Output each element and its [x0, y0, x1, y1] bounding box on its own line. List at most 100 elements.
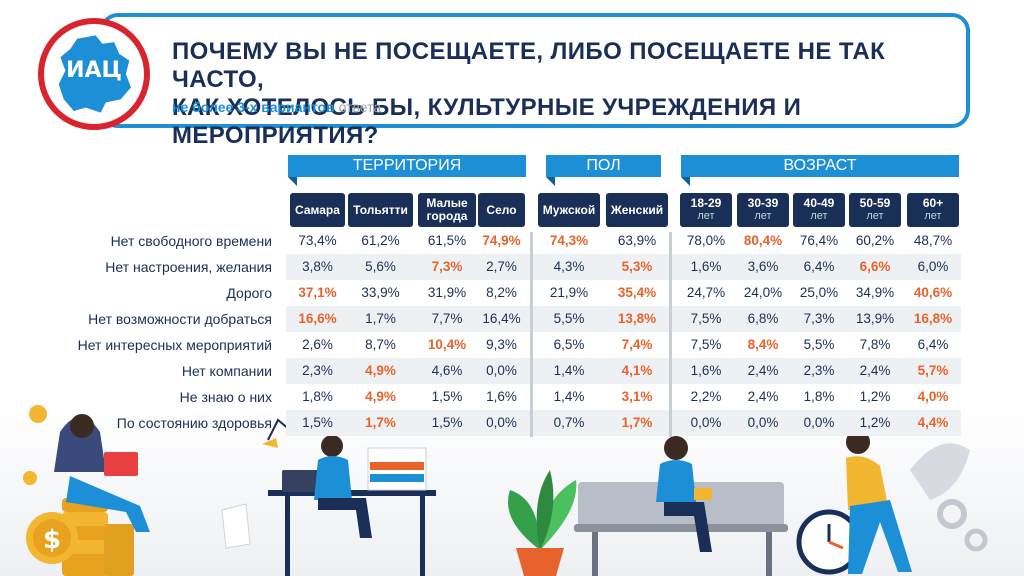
table-cell: 1,2%: [859, 415, 891, 430]
group-header-fold: [288, 177, 297, 186]
page-title: ПОЧЕМУ ВЫ НЕ ПОСЕЩАЕТЕ, ЛИБО ПОСЕЩАЕТЕ Н…: [172, 38, 952, 150]
table-cell: 10,4%: [427, 337, 467, 352]
table-row: Не знаю о них 1,8% 4,9% 1,5% 1,6% 1,4% 3,1% 2,2…: [0, 384, 1024, 410]
table-cell: 8,2%: [486, 285, 517, 300]
column-header-label: 18-29: [690, 196, 722, 210]
table-cell: 7,5%: [690, 311, 722, 326]
table-cell: 7,3%: [803, 311, 835, 326]
table-cell: 0,0%: [486, 363, 517, 378]
row-label: Не знаю о них: [179, 389, 272, 405]
table-cell: 2,3%: [803, 363, 835, 378]
row-label: Нет компании: [181, 363, 272, 379]
table-cell: 31,9%: [427, 285, 467, 300]
column-header-7: 30-39 лет: [737, 193, 789, 227]
column-header-2: Малые города: [418, 193, 476, 227]
table-cell: 4,4%: [917, 415, 949, 430]
table-cell: 2,2%: [690, 389, 722, 404]
table-cell: 0,0%: [803, 415, 835, 430]
table-row: Нет свободного времени 73,4% 61,2% 61,5% 74,…: [0, 228, 1024, 254]
bench-illustration: [574, 436, 788, 576]
table-cell: 2,4%: [747, 389, 779, 404]
group-header-1: ПОЛ: [546, 155, 661, 186]
group-header-label: ВОЗРАСТ: [783, 157, 857, 174]
logo: ИАЦ: [38, 18, 150, 130]
column-header-label: Тольятти: [353, 202, 408, 217]
table-cell: 24,0%: [743, 285, 783, 300]
table-cell: 0,0%: [690, 415, 722, 430]
group-header-0: ТЕРРИТОРИЯ: [288, 155, 526, 186]
subtitle: не более 3-х вариантов ответа: [172, 99, 381, 115]
column-header-line2: города: [426, 209, 468, 223]
title-line-1: ПОЧЕМУ ВЫ НЕ ПОСЕЩАЕТЕ, ЛИБО ПОСЕЩАЕТЕ Н…: [172, 38, 886, 93]
table-cell: 1,2%: [859, 389, 891, 404]
table-cell: 1,6%: [486, 389, 517, 404]
table-cell: 1,6%: [690, 363, 722, 378]
table-cell: 2,6%: [302, 337, 333, 352]
plant-illustration: [508, 470, 577, 576]
subtitle-bold: не более 3-х вариантов: [172, 99, 335, 115]
table-cell: 61,5%: [427, 233, 467, 248]
table-cell: 3,6%: [747, 259, 779, 274]
table-cell: 1,4%: [553, 389, 585, 404]
table-cell: 16,8%: [913, 311, 953, 326]
column-header-label: Село: [486, 202, 517, 217]
column-header-label: Женский: [610, 202, 664, 217]
table-cell: 1,8%: [803, 389, 835, 404]
column-header-label: 30-39: [747, 196, 779, 210]
table-cell: 13,8%: [617, 311, 657, 326]
group-header-label: ТЕРРИТОРИЯ: [352, 157, 462, 174]
table-cell: 21,9%: [549, 285, 589, 300]
table-cell: 4,3%: [553, 259, 585, 274]
table-row: Дорого 37,1% 33,9% 31,9% 8,2% 21,9% 35,4% 24,7%…: [0, 280, 1024, 306]
separator-gender-age: [669, 232, 672, 437]
desk-illustration: [221, 418, 436, 576]
region-map-icon: [58, 35, 131, 113]
table-cell: 5,7%: [917, 363, 949, 378]
group-header-fold: [681, 177, 690, 186]
table-cell: 40,6%: [913, 285, 953, 300]
table-cell: 9,3%: [486, 337, 517, 352]
table-cell: 60,2%: [855, 233, 895, 248]
table-cell: 74,9%: [482, 233, 521, 248]
table-cell: 63,9%: [617, 233, 657, 248]
table-cell: 2,3%: [302, 363, 333, 378]
table-cell: 3,8%: [302, 259, 333, 274]
row-label: По состоянию здоровья: [116, 415, 272, 431]
row-band: [286, 254, 961, 280]
table-cell: 1,5%: [431, 389, 463, 404]
table-cell: 1,8%: [302, 389, 333, 404]
table-cell: 6,4%: [803, 259, 835, 274]
table-cell: 73,4%: [298, 233, 337, 248]
column-header-label: Самара: [295, 202, 340, 217]
table-cell: 13,9%: [855, 311, 895, 326]
table-cell: 7,4%: [621, 337, 653, 352]
table-cell: 16,4%: [482, 311, 521, 326]
row-band: [286, 410, 961, 436]
table-cell: 0,0%: [747, 415, 779, 430]
table-cell: 74,3%: [549, 233, 589, 248]
table-cell: 1,5%: [302, 415, 333, 430]
column-header-6: 18-29 лет: [680, 193, 732, 227]
table-cell: 6,0%: [917, 259, 949, 274]
table-cell: 4,0%: [917, 389, 949, 404]
column-header-sub: лет: [924, 210, 942, 222]
table-cell: 76,4%: [799, 233, 839, 248]
column-header-line1: Малые: [426, 196, 468, 210]
table-cell: 25,0%: [799, 285, 839, 300]
column-header-label: 40-49: [803, 196, 835, 210]
row-label: Нет интересных мероприятий: [77, 337, 272, 353]
row-band: [286, 306, 961, 332]
group-header-fold: [546, 177, 555, 186]
table-row: По состоянию здоровья 1,5% 1,7% 1,5% 0,0% 0,7…: [0, 410, 1024, 436]
table-cell: 7,5%: [690, 337, 722, 352]
table-cell: 1,7%: [365, 311, 396, 326]
column-header-8: 40-49 лет: [793, 193, 845, 227]
table-cell: 24,7%: [686, 285, 726, 300]
table-cell: 7,7%: [431, 311, 463, 326]
column-header-label: 50-59: [859, 196, 891, 210]
column-header-sub: лет: [810, 210, 828, 222]
column-header-label: Мужской: [542, 202, 596, 217]
column-header-1: Тольятти: [348, 193, 413, 227]
table-cell: 4,6%: [431, 363, 463, 378]
